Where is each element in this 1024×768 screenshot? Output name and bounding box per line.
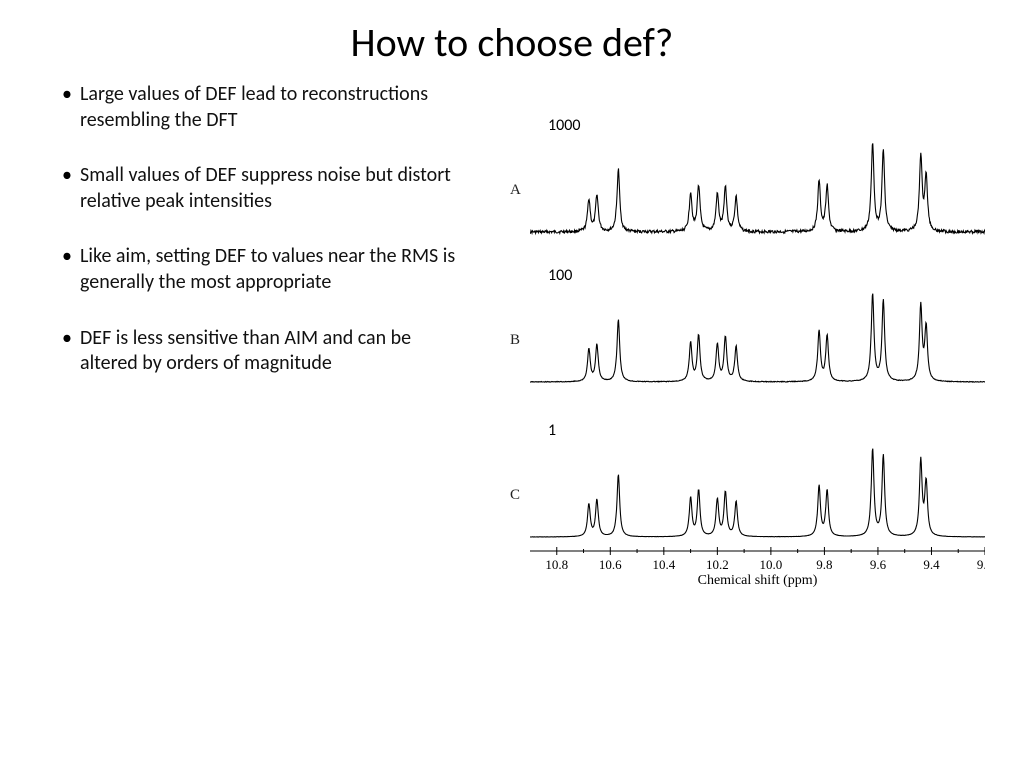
spectrum-chart: 1000A100B1C10.810.610.410.210.09.89.69.4…	[500, 130, 1000, 630]
panel-letter: B	[510, 332, 520, 349]
panel-letter: A	[510, 182, 521, 199]
svg-text:9.8: 9.8	[816, 557, 832, 572]
svg-text:9.4: 9.4	[923, 557, 940, 572]
svg-text:10.4: 10.4	[652, 557, 675, 572]
bullet-list: Large values of DEF lead to reconstructi…	[62, 82, 472, 407]
svg-text:10.6: 10.6	[599, 557, 622, 572]
spectrum-panel: 1000A	[500, 130, 1000, 260]
spectrum-trace	[530, 130, 985, 250]
spectrum-panel: 100B	[500, 280, 1000, 410]
x-axis-label: Chemical shift (ppm)	[530, 573, 985, 589]
svg-text:10.2: 10.2	[706, 557, 729, 572]
spectrum-trace	[530, 435, 985, 555]
svg-text:10.0: 10.0	[760, 557, 783, 572]
list-item: Like aim, setting DEF to values near the…	[62, 244, 472, 295]
page-title: How to choose def?	[0, 18, 1024, 67]
svg-text:9.2: 9.2	[977, 557, 985, 572]
list-item: Small values of DEF suppress noise but d…	[62, 163, 472, 214]
spectrum-trace	[530, 280, 985, 400]
slide: How to choose def? Large values of DEF l…	[0, 0, 1024, 768]
svg-text:9.6: 9.6	[870, 557, 887, 572]
list-item: DEF is less sensitive than AIM and can b…	[62, 326, 472, 377]
panel-letter: C	[510, 487, 520, 504]
x-axis: 10.8 10.6 10.4 10.2 10.0 9.8 9.6 9.4 9.2Chemical…	[530, 545, 985, 590]
svg-text:10.8: 10.8	[545, 557, 568, 572]
list-item: Large values of DEF lead to reconstructi…	[62, 82, 472, 133]
